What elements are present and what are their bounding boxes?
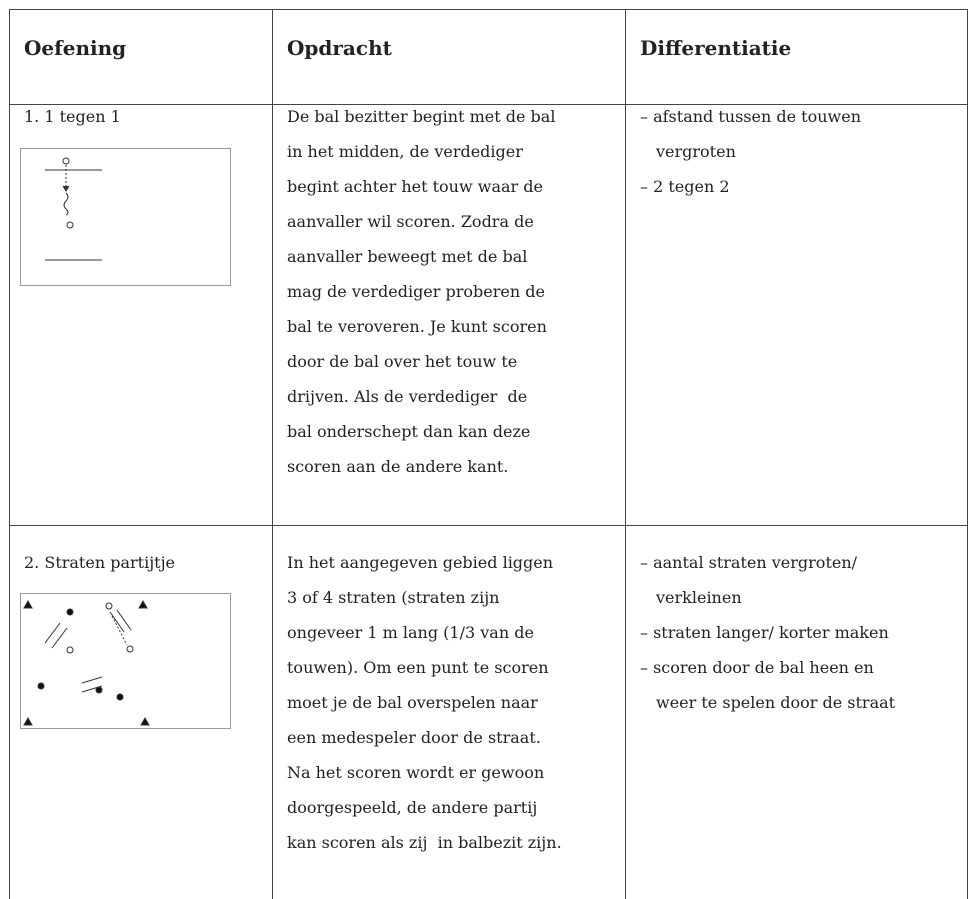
instruction-line: doorgespeeld, de andere partij <box>287 798 538 817</box>
differentiation-line: – afstand tussen de touwen <box>640 107 862 126</box>
instruction-line: touwen). Om een punt te scoren <box>287 658 549 677</box>
exercise-name: 2. Straten partijtje <box>24 553 176 572</box>
column-header: Oefening <box>24 36 127 60</box>
differentiation-line: vergroten <box>656 142 736 161</box>
column-header: Differentiatie <box>640 36 792 60</box>
instruction-line: bal onderschept dan kan deze <box>287 422 531 441</box>
differentiation-line: – aantal straten vergroten/ <box>640 553 858 572</box>
instruction-line: mag de verdediger proberen de <box>287 282 545 301</box>
differentiation-line: verkleinen <box>656 588 742 607</box>
column-header: Opdracht <box>287 36 392 60</box>
exercise-name: 1. 1 tegen 1 <box>24 107 121 126</box>
differentiation-line: – 2 tegen 2 <box>640 177 730 196</box>
instruction-line: moet je de bal overspelen naar <box>287 693 538 712</box>
instruction-line: bal te veroveren. Je kunt scoren <box>287 317 547 336</box>
instruction-line: ongeveer 1 m lang (1/3 van de <box>287 623 534 642</box>
diagram-1 <box>20 148 231 286</box>
instruction-line: door de bal over het touw te <box>287 352 518 371</box>
instruction-line: drijven. Als de verdediger de <box>287 387 528 406</box>
differentiation-line: weer te spelen door de straat <box>656 693 896 712</box>
instruction-line: Na het scoren wordt er gewoon <box>287 763 545 782</box>
differentiation-line: – straten langer/ korter maken <box>640 623 889 642</box>
instruction-line: begint achter het touw waar de <box>287 177 543 196</box>
instruction-line: aanvaller wil scoren. Zodra de <box>287 212 534 231</box>
differentiation-line: – scoren door de bal heen en <box>640 658 874 677</box>
diagram-2 <box>20 593 231 729</box>
instruction-line: aanvaller beweegt met de bal <box>287 247 528 266</box>
instruction-line: scoren aan de andere kant. <box>287 457 509 476</box>
instruction-line: De bal bezitter begint met de bal <box>287 107 556 126</box>
instruction-line: In het aangegeven gebied liggen <box>287 553 554 572</box>
instruction-line: kan scoren als zij in balbezit zijn. <box>287 833 562 852</box>
instruction-line: in het midden, de verdediger <box>287 142 523 161</box>
instruction-line: 3 of 4 straten (straten zijn <box>287 588 500 607</box>
instruction-line: een medespeler door de straat. <box>287 728 541 747</box>
